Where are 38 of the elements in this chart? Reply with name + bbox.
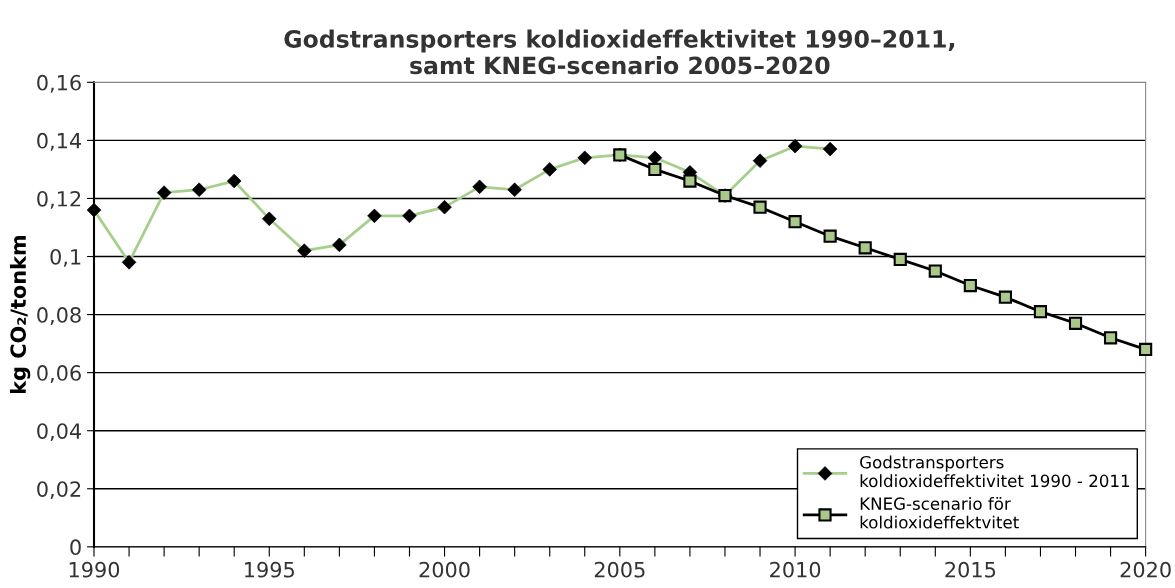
point [121, 255, 137, 270]
point [753, 200, 767, 214]
point [1033, 305, 1048, 319]
point [437, 199, 452, 215]
x-tick-label: 1995 [245, 561, 294, 578]
legend-label: Godstransporters koldioxideffektivitet 1990 - 2011 [860, 455, 1130, 488]
point [1103, 331, 1118, 345]
y-axis-title: kg CO₂/tonkm [9, 236, 31, 394]
point [823, 229, 837, 243]
legend-label: KNEG-scenario för koldioxideffektvitet [860, 497, 1019, 529]
y-tick-label: 0,02 [37, 481, 81, 500]
y-tick-label: 0,14 [37, 132, 82, 151]
x-tick-label: 1990 [69, 561, 120, 578]
y-tick-label: 0,06 [37, 365, 81, 383]
y-tick-label: 0,16 [37, 74, 81, 93]
y-tick-label: 0 [70, 539, 81, 556]
x-tick-label: 2010 [770, 561, 821, 578]
point [928, 264, 942, 278]
point [893, 252, 907, 267]
y-tick-label: 0,04 [37, 423, 82, 442]
point [1139, 342, 1153, 357]
point [683, 174, 697, 188]
point [1068, 316, 1083, 330]
point [367, 208, 382, 224]
point [963, 278, 977, 293]
x-tick-label: 2000 [419, 561, 470, 578]
chart-title: Godstransporters koldioxideffektivitet 1990–2011, samt KNEG-scenario 2005–2020 [284, 29, 955, 75]
x-tick-label: 2015 [945, 561, 996, 578]
x-tick-label: 2005 [594, 561, 645, 578]
point [998, 290, 1012, 304]
x-tick-label: 2020 [1120, 561, 1171, 578]
point [788, 215, 802, 229]
point [648, 162, 662, 177]
y-tick-label: 0,08 [37, 307, 81, 325]
point [858, 241, 872, 255]
y-tick-label: 0,12 [37, 190, 81, 209]
point [752, 153, 768, 168]
y-tick-label: 0,1 [50, 248, 81, 267]
